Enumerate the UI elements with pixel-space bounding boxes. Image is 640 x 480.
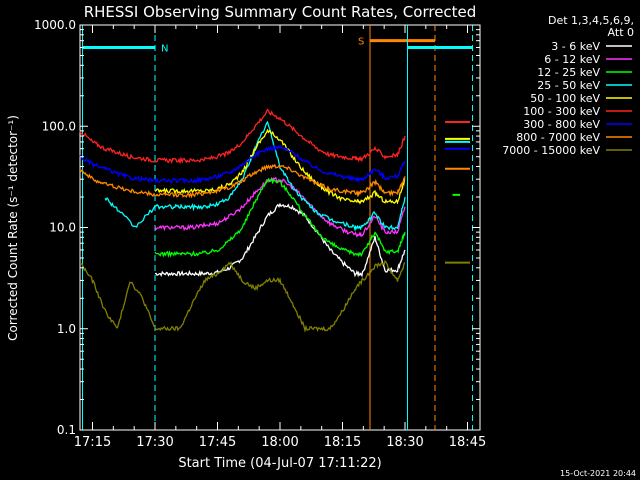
series-line: [154, 202, 406, 278]
x-tick-label: 18:30: [386, 435, 423, 450]
x-tick-label: 18:45: [449, 435, 486, 450]
series-line: [104, 120, 406, 233]
legend-entry-label: 12 - 25 keV: [537, 66, 600, 79]
chart-title: RHESSI Observing Summary Count Rates, Co…: [84, 3, 477, 21]
x-axis-label: Start Time (04-Jul-07 17:11:22): [178, 456, 381, 471]
series-line: [154, 177, 406, 258]
series-line: [79, 259, 406, 334]
legend-entry-label: 25 - 50 keV: [537, 79, 600, 92]
legend-entry-label: 3 - 6 keV: [551, 40, 600, 53]
y-tick-label: 0.1: [57, 423, 76, 437]
annotation-label: S: [358, 37, 364, 48]
series-layer: [79, 108, 470, 334]
series-line: [79, 144, 406, 185]
x-tick-label: 18:15: [324, 435, 361, 450]
x-tick-label: 17:45: [199, 435, 236, 450]
series-line: [154, 176, 406, 238]
axis-ticks-layer: 0.1 1.0 10.0 100.0 1000.0 17:15 17:30 17:45 18:0…: [34, 18, 486, 450]
legend-header-line: Att 0: [608, 26, 634, 39]
annotation-label: N: [161, 43, 168, 54]
y-tick-label: 1000.0: [34, 18, 76, 32]
x-tick-label: 17:30: [136, 435, 173, 450]
series-line: [154, 128, 406, 205]
series-line: [79, 108, 406, 165]
y-axis-label: Corrected Count Rate (s⁻¹ detector⁻¹): [6, 115, 20, 341]
legend-entry-label: 800 - 7000 keV: [516, 131, 600, 144]
x-tick-label: 18:00: [261, 435, 298, 450]
legend-entry-label: 6 - 12 keV: [544, 53, 600, 66]
legend-entry-label: 300 - 800 keV: [523, 118, 600, 131]
legend-entry-label: 7000 - 15000 keV: [502, 144, 600, 157]
series-line: [79, 163, 406, 199]
footer-date: 15-Oct-2021 20:44: [560, 469, 636, 478]
legend-header-line: Det 1,3,4,5,6,9,: [548, 14, 634, 27]
y-tick-label: 10.0: [49, 221, 76, 235]
y-tick-label: 1.0: [57, 322, 76, 336]
legend-entry-label: 100 - 300 keV: [523, 105, 600, 118]
x-tick-label: 17:15: [74, 435, 111, 450]
legend-entry-label: 50 - 100 keV: [530, 92, 600, 105]
y-tick-label: 100.0: [42, 119, 76, 133]
